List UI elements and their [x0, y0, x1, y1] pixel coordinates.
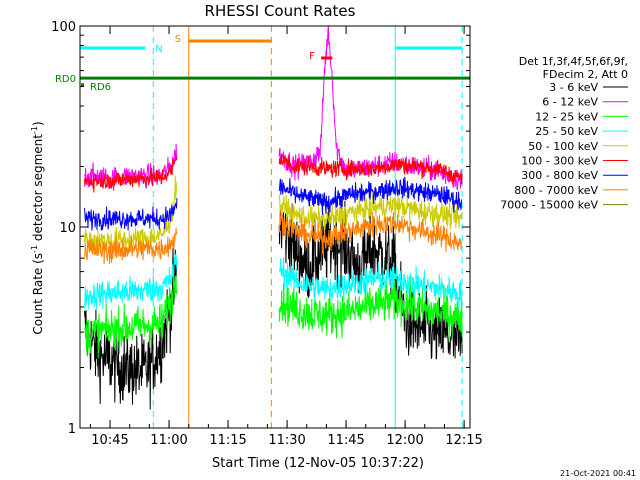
legend-label: 3 - 6 keV: [549, 81, 598, 94]
x-tick-label: 10:45: [91, 433, 128, 448]
series-line: [278, 153, 463, 185]
interval-bars: RD0 RD6 N S F: [55, 34, 470, 93]
rd0-label: RD0: [55, 74, 76, 85]
x-tick-label: 11:45: [327, 433, 364, 448]
chart-title: RHESSI Count Rates: [205, 2, 356, 20]
x-tick-label: 11:00: [150, 433, 187, 448]
legend-label: 800 - 7000 keV: [514, 184, 598, 197]
series-line: [278, 209, 463, 254]
flare-label: F: [309, 51, 315, 62]
x-tick-label: 11:30: [268, 433, 305, 448]
legend-label: 100 - 300 keV: [521, 155, 598, 168]
rd6-label: RD6: [90, 82, 111, 93]
legend-label: 12 - 25 keV: [535, 110, 598, 123]
footer-timestamp: 21-Oct-2021 00:41: [560, 469, 636, 478]
x-axis: 10:45 11:00 11:15 11:30 11:45 12:00 12:15: [89, 26, 483, 448]
rd6-marker: [81, 83, 84, 87]
legend-label: 50 - 100 keV: [528, 140, 598, 153]
series-line: [84, 254, 178, 310]
legend: Det 1f,3f,4f,5f,6f,9f, FDecim 2, Att 0 3…: [500, 55, 628, 212]
x-tick-label: 11:15: [209, 433, 246, 448]
x-tick-label: 12:15: [445, 433, 482, 448]
legend-label: 7000 - 15000 keV: [500, 199, 598, 212]
series-line: [278, 190, 463, 233]
series-lines: [84, 26, 463, 410]
series-line: [278, 257, 463, 310]
series-line: [84, 275, 178, 359]
series-line: [278, 277, 463, 343]
series-line: [84, 156, 178, 193]
legend-label: 25 - 50 keV: [535, 125, 598, 138]
y-tick-label: 100: [51, 20, 76, 35]
y-tick-label: 10: [59, 221, 76, 236]
y-tick-label: 1: [68, 422, 76, 437]
x-axis-label: Start Time (12-Nov-05 10:37:22): [212, 456, 424, 471]
saa-label: S: [175, 34, 181, 45]
legend-header-line-1: Det 1f,3f,4f,5f,6f,9f,: [519, 55, 628, 68]
series-line: [278, 176, 463, 215]
x-tick-label: 12:00: [386, 433, 423, 448]
legend-header-line-2: FDecim 2, Att 0: [543, 68, 628, 81]
series-line: [84, 247, 178, 410]
series-line: [84, 198, 178, 231]
night-label: N: [155, 44, 162, 55]
y-axis-label: Count Rate (s-1 detector segment-1): [30, 121, 45, 334]
legend-label: 6 - 12 keV: [542, 96, 598, 109]
series-line: [84, 227, 178, 265]
legend-label: 300 - 800 keV: [521, 169, 598, 182]
y-axis: 1 10 100: [51, 20, 470, 437]
